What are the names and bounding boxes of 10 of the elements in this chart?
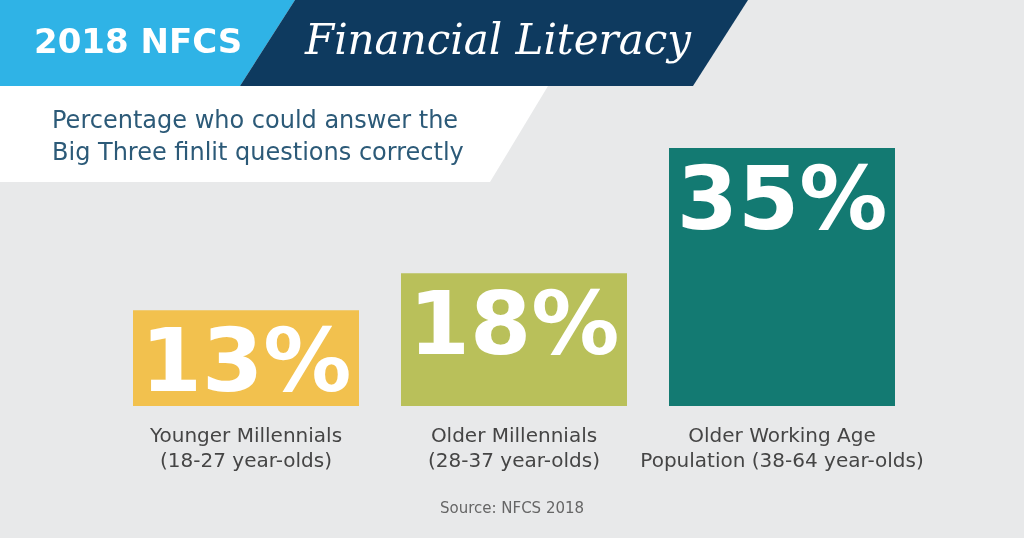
x-tick-label: Older Millennials (28-37 year-olds) bbox=[428, 422, 600, 472]
data-label: 35% bbox=[676, 146, 888, 250]
chart-subtitle: Percentage who could answer the Big Three finlit questions correctly bbox=[52, 106, 466, 166]
x-tick-label: Older Working Age Population (38-64 year-olds) bbox=[640, 422, 924, 472]
text: 2018 NFCS bbox=[34, 21, 243, 61]
x-tick-label: Younger Millennials (18-27 year-olds) bbox=[148, 422, 343, 472]
source-note: Source: NFCS 2018 bbox=[439, 498, 585, 517]
chart-title: Financial Literacy bbox=[304, 14, 693, 64]
data-label: 13% bbox=[140, 308, 352, 412]
data-label: 18% bbox=[408, 271, 620, 375]
